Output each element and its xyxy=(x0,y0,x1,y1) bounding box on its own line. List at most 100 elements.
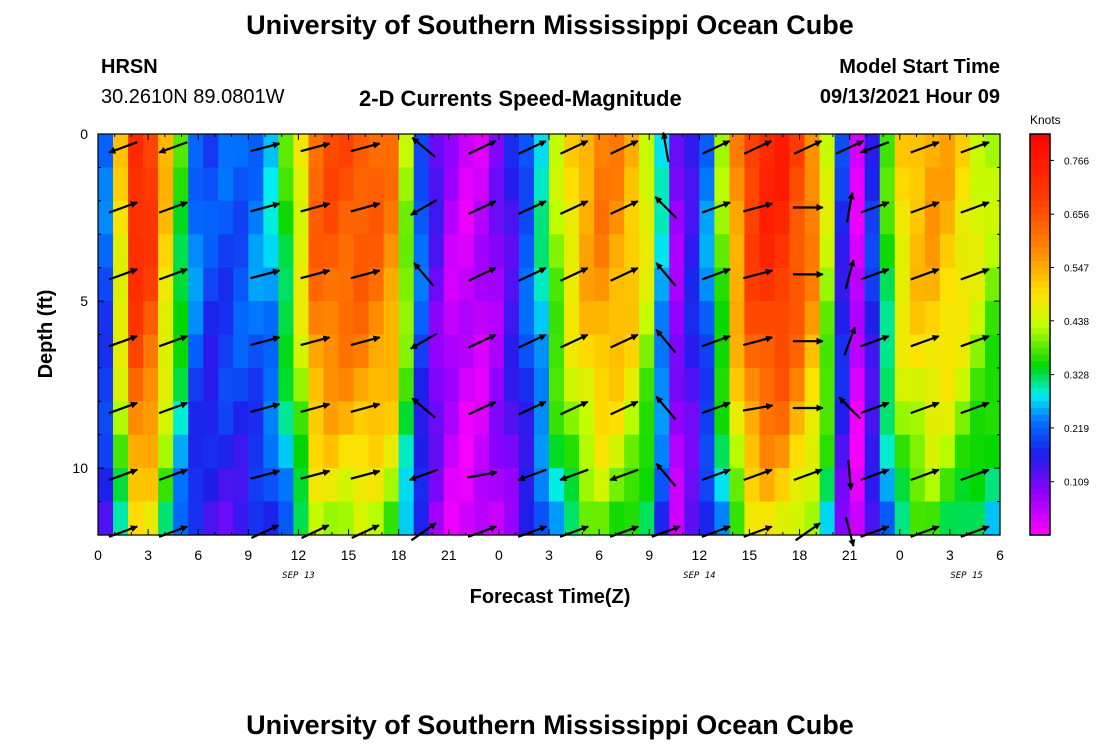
heat-cell xyxy=(714,468,730,503)
heat-cell xyxy=(398,134,415,169)
heat-cell xyxy=(188,167,204,202)
heat-cell xyxy=(233,401,249,436)
heat-cell xyxy=(533,301,550,336)
heat-cell xyxy=(443,134,460,169)
current-arrow xyxy=(300,201,331,213)
heat-cell xyxy=(744,434,761,469)
heat-cell xyxy=(203,434,219,469)
heat-cell xyxy=(804,134,821,169)
heat-cell xyxy=(594,301,610,336)
heat-cell xyxy=(864,167,881,202)
colorbar-swatch xyxy=(1030,260,1050,269)
heat-cell xyxy=(308,367,325,402)
heat-cell xyxy=(503,501,520,536)
heat-cell xyxy=(879,468,896,503)
heat-cell xyxy=(804,167,821,202)
colorbar-swatch xyxy=(1030,134,1050,142)
heat-cell xyxy=(533,234,550,269)
colorbar-swatch xyxy=(1030,187,1050,195)
colorbar-swatch xyxy=(1030,254,1050,262)
heat-cell xyxy=(443,401,460,436)
colorbar-swatch xyxy=(1030,281,1050,289)
heat-cell xyxy=(579,200,595,235)
heat-cell xyxy=(909,267,926,302)
model-start-value: 09/13/2021 Hour 09 xyxy=(819,86,1000,108)
colorbar-swatch xyxy=(1030,287,1050,295)
heat-cell xyxy=(714,434,730,469)
heat-cell xyxy=(113,167,129,202)
heat-cell xyxy=(969,367,986,402)
heat-cell xyxy=(338,234,355,269)
heat-cell xyxy=(714,167,730,202)
x-tick-label: 6 xyxy=(996,547,1004,563)
heat-cell xyxy=(699,501,715,536)
heat-cell xyxy=(729,167,746,202)
heat-cell xyxy=(158,468,174,503)
colorbar-swatch xyxy=(1030,448,1050,456)
current-arrow xyxy=(411,136,436,158)
heat-cell xyxy=(233,501,249,536)
current-arrow xyxy=(960,334,990,348)
x-tick-label: 3 xyxy=(545,547,553,563)
heat-cell xyxy=(684,434,700,469)
heat-cell xyxy=(533,134,550,169)
heat-cell xyxy=(729,367,746,402)
heat-cell xyxy=(894,134,911,169)
current-arrow xyxy=(158,268,188,281)
heat-cell xyxy=(849,468,866,503)
heat-cell xyxy=(714,234,730,269)
current-arrow xyxy=(960,468,990,482)
heat-cell xyxy=(969,434,986,469)
heat-cell xyxy=(518,200,535,235)
heat-cell xyxy=(759,468,776,503)
heat-cell xyxy=(503,367,520,402)
heat-cell xyxy=(564,367,580,402)
current-arrow xyxy=(835,140,864,155)
heat-cell xyxy=(278,334,295,369)
current-arrow xyxy=(701,334,731,348)
heat-cell xyxy=(669,134,685,169)
heat-cell xyxy=(458,434,475,469)
heat-cell xyxy=(428,401,445,436)
heat-cell xyxy=(443,167,460,202)
current-arrow xyxy=(410,522,437,542)
current-arrow xyxy=(846,459,854,491)
colorbar-swatch xyxy=(1030,234,1050,242)
heat-cell xyxy=(654,301,670,336)
heat-cell xyxy=(684,200,700,235)
current-arrow xyxy=(654,196,678,219)
heat-cell xyxy=(699,200,715,235)
heat-cell xyxy=(368,301,385,336)
heat-cell xyxy=(383,434,400,469)
heat-cell xyxy=(398,267,415,302)
y-axis-label: Depth (ft) xyxy=(35,290,57,379)
heat-cell xyxy=(533,267,550,302)
colorbar-tick-label: 0.547 xyxy=(1064,264,1089,275)
heat-cell xyxy=(819,167,836,202)
current-arrow xyxy=(910,401,940,415)
heat-cell xyxy=(939,367,956,402)
heat-cell xyxy=(353,334,370,369)
current-arrow xyxy=(410,332,438,350)
heat-cell xyxy=(383,367,400,402)
heat-cell xyxy=(188,200,204,235)
current-arrow xyxy=(655,262,677,287)
heat-cell xyxy=(879,434,896,469)
heat-cell xyxy=(789,468,806,503)
heat-cell xyxy=(864,234,881,269)
heat-cell xyxy=(639,134,655,169)
heat-cell xyxy=(984,501,1001,536)
heat-cell xyxy=(669,367,685,402)
heat-cell xyxy=(939,234,956,269)
heat-cell xyxy=(984,200,1001,235)
heat-cell xyxy=(488,200,505,235)
heat-cell xyxy=(503,334,520,369)
heat-cell xyxy=(729,468,746,503)
heat-cell xyxy=(278,367,295,402)
heat-cell xyxy=(774,134,791,169)
x-tick-label: 9 xyxy=(645,547,653,563)
heat-cell xyxy=(218,301,234,336)
heat-cell xyxy=(819,301,836,336)
current-arrow xyxy=(793,140,823,155)
heat-cell xyxy=(849,434,866,469)
